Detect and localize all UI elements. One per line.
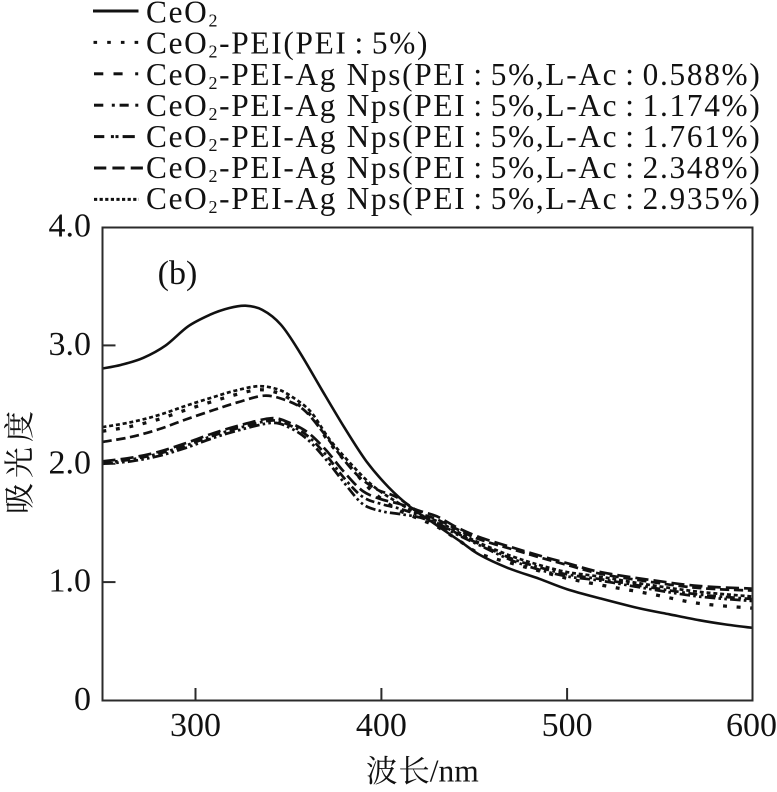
svg-text:CeO2-PEI(PEI:5%): CeO2-PEI(PEI:5%) (146, 26, 429, 62)
svg-text:CeO2-PEI-Ag Nps(PEI:5%,L-Ac:2.: CeO2-PEI-Ag Nps(PEI:5%,L-Ac:2.348%) (146, 150, 761, 186)
svg-text:4.0: 4.0 (49, 208, 92, 245)
svg-text:(b): (b) (158, 255, 198, 292)
svg-text:CeO2: CeO2 (146, 0, 219, 31)
svg-text:400: 400 (356, 707, 407, 744)
svg-text:500: 500 (542, 707, 593, 744)
svg-text:CeO2-PEI-Ag Nps(PEI:5%,L-Ac:1.: CeO2-PEI-Ag Nps(PEI:5%,L-Ac:1.761%) (146, 119, 761, 155)
svg-text:300: 300 (170, 707, 221, 744)
svg-text:2.0: 2.0 (49, 444, 92, 481)
svg-text:/nm: /nm (430, 754, 480, 788)
svg-text:1.0: 1.0 (49, 563, 92, 600)
svg-text:3.0: 3.0 (49, 326, 92, 363)
svg-text:CeO2-PEI-Ag Nps(PEI:5%,L-Ac:2.: CeO2-PEI-Ag Nps(PEI:5%,L-Ac:2.935%) (146, 181, 761, 217)
svg-text:0: 0 (74, 681, 91, 718)
svg-text:600: 600 (726, 707, 777, 744)
